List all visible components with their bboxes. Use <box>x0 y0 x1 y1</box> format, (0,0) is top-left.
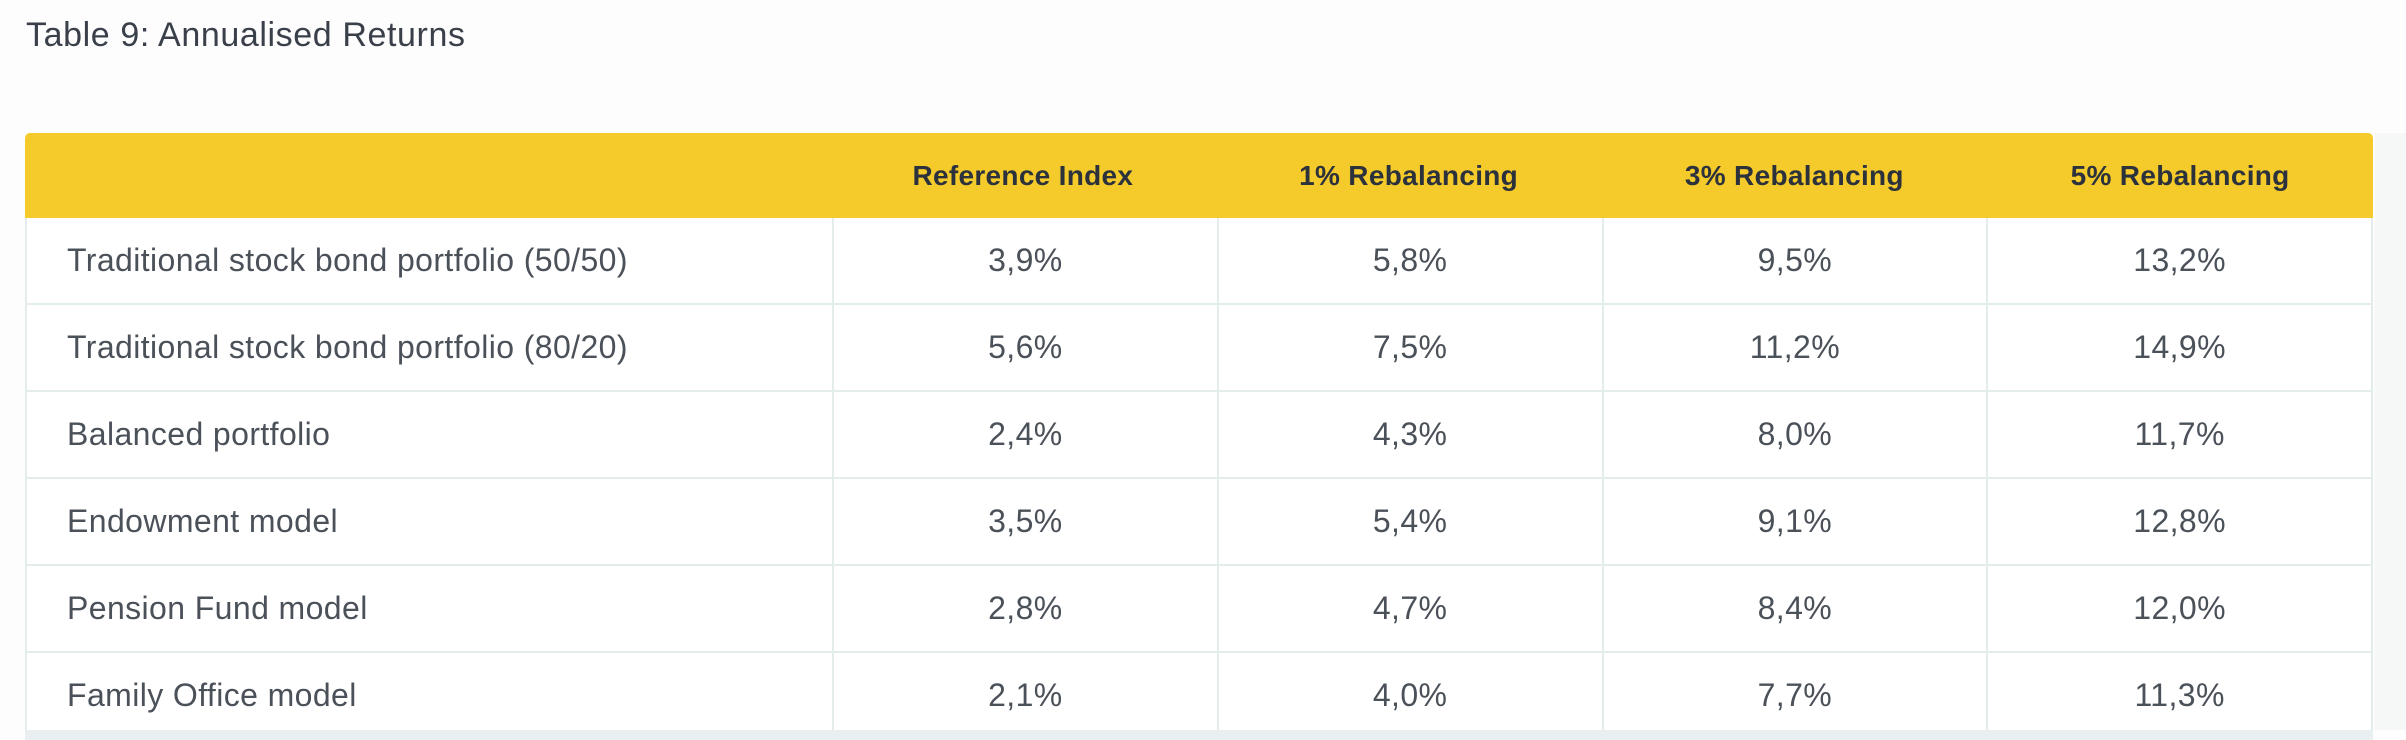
value-cell: 5,8% <box>1216 218 1602 303</box>
value-cell: 2,8% <box>832 566 1217 651</box>
value-cell: 7,5% <box>1216 305 1602 390</box>
table-row: Traditional stock bond portfolio (80/20)… <box>25 305 2373 392</box>
header-cell-3pct-rebalancing: 3% Rebalancing <box>1684 159 1904 191</box>
value-cell: 5,4% <box>1216 479 1602 564</box>
row-label: Balanced portfolio <box>67 416 331 452</box>
row-label: Traditional stock bond portfolio (50/50) <box>67 242 628 278</box>
value-cell: 11,2% <box>1601 305 1987 390</box>
value-cell: 9,1% <box>1601 479 1987 564</box>
value-cell: 11,7% <box>1986 392 2371 477</box>
page-background-shade <box>2375 133 2406 730</box>
page-section-divider <box>25 730 2373 740</box>
table-row: Pension Fund model 2,8% 4,7% 8,4% 12,0% <box>25 566 2373 653</box>
value-cell: 8,0% <box>1601 392 1987 477</box>
value-cell: 8,4% <box>1601 566 1987 651</box>
value-cell: 3,9% <box>832 218 1217 303</box>
table-header-row: Reference Index 1% Rebalancing 3% Rebala… <box>25 133 2373 218</box>
value-cell: 4,0% <box>1216 653 1602 738</box>
row-label: Endowment model <box>67 503 339 539</box>
value-cell: 4,3% <box>1216 392 1602 477</box>
value-cell: 2,4% <box>832 392 1217 477</box>
header-cell-5pct-rebalancing: 5% Rebalancing <box>2070 159 2290 191</box>
value-cell: 12,8% <box>1986 479 2371 564</box>
header-cell-1pct-rebalancing: 1% Rebalancing <box>1299 159 1519 191</box>
value-cell: 9,5% <box>1601 218 1987 303</box>
row-label: Traditional stock bond portfolio (80/20) <box>67 329 628 365</box>
header-cell-reference-index: Reference Index <box>912 159 1134 191</box>
row-label: Pension Fund model <box>67 590 368 626</box>
value-cell: 14,9% <box>1986 305 2371 390</box>
row-label: Family Office model <box>67 677 357 713</box>
value-cell: 3,5% <box>832 479 1217 564</box>
value-cell: 2,1% <box>832 653 1217 738</box>
page-title: Table 9: Annualised Returns <box>26 16 466 54</box>
annualised-returns-table: Reference Index 1% Rebalancing 3% Rebala… <box>25 133 2373 740</box>
value-cell: 5,6% <box>832 305 1217 390</box>
table-row: Traditional stock bond portfolio (50/50)… <box>25 218 2373 305</box>
table-row: Family Office model 2,1% 4,0% 7,7% 11,3% <box>25 653 2373 740</box>
table-row: Balanced portfolio 2,4% 4,3% 8,0% 11,7% <box>25 392 2373 479</box>
value-cell: 4,7% <box>1216 566 1602 651</box>
value-cell: 7,7% <box>1601 653 1987 738</box>
table-row: Endowment model 3,5% 5,4% 9,1% 12,8% <box>25 479 2373 566</box>
value-cell: 13,2% <box>1986 218 2371 303</box>
value-cell: 12,0% <box>1986 566 2371 651</box>
value-cell: 11,3% <box>1986 653 2371 738</box>
